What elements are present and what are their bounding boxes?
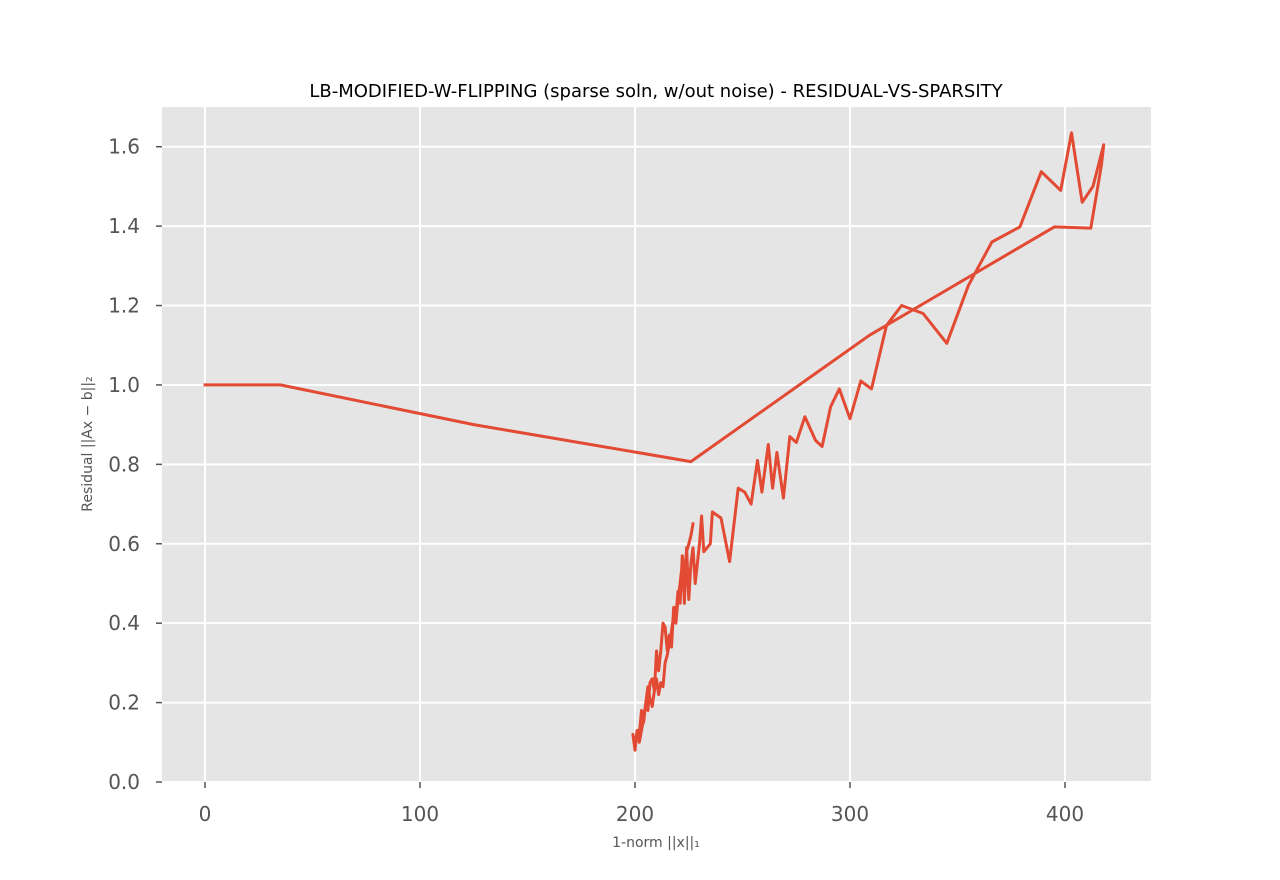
y-tick-label: 0.2 (108, 691, 140, 715)
y-tick-label: 1.0 (108, 373, 140, 397)
y-tick-label: 1.6 (108, 135, 140, 159)
x-tick-label: 200 (616, 802, 654, 826)
x-tick-label: 100 (401, 802, 439, 826)
y-tick-label: 0.6 (108, 532, 140, 556)
x-tick-label: 300 (831, 802, 869, 826)
x-tick-label: 0 (199, 802, 212, 826)
x-tick-label: 400 (1046, 802, 1084, 826)
series-line-0 (203, 131, 1106, 752)
y-tick-label: 1.2 (108, 294, 140, 318)
axis-ticks: 0 100 200 300 400 0.0 0.2 0.4 0.6 0.8 1.0 1.2 1.4 1.6 (108, 135, 1084, 826)
y-tick-label: 0.0 (108, 770, 140, 794)
y-tick-label: 0.8 (108, 452, 140, 476)
y-axis-label: Residual ||Ax − b||₂ (80, 376, 96, 511)
series-layer (203, 131, 1106, 752)
y-tick-label: 0.4 (108, 611, 140, 635)
x-axis-label: 1-norm ||x||₁ (612, 835, 700, 851)
chart-title: LB-MODIFIED-W-FLIPPING (sparse soln, w/o… (309, 81, 1003, 102)
grid-lines (162, 107, 1151, 783)
y-tick-label: 1.4 (108, 214, 140, 238)
